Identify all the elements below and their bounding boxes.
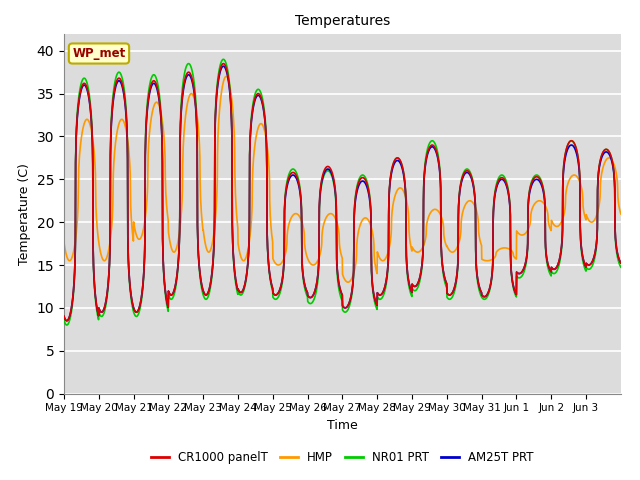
AM25T PRT xyxy=(60,313,68,319)
AM25T PRT xyxy=(511,287,518,293)
AM25T PRT xyxy=(617,260,625,266)
HMP xyxy=(376,256,384,262)
CR1000 panelT xyxy=(609,164,617,170)
HMP xyxy=(511,254,518,260)
CR1000 panelT xyxy=(220,61,227,67)
HMP xyxy=(116,119,124,125)
AM25T PRT xyxy=(376,292,384,298)
Line: AM25T PRT: AM25T PRT xyxy=(64,66,621,321)
CR1000 panelT xyxy=(116,76,124,82)
AM25T PRT xyxy=(236,289,244,295)
CR1000 panelT xyxy=(511,287,518,293)
HMP xyxy=(222,73,230,79)
NR01 PRT xyxy=(617,264,625,270)
CR1000 panelT xyxy=(542,248,550,253)
CR1000 panelT xyxy=(236,289,244,295)
NR01 PRT xyxy=(542,251,550,256)
CR1000 panelT xyxy=(60,313,68,319)
HMP xyxy=(236,251,244,257)
Title: Temperatures: Temperatures xyxy=(295,14,390,28)
AM25T PRT xyxy=(609,166,617,172)
NR01 PRT xyxy=(63,322,71,328)
HMP xyxy=(609,160,617,166)
CR1000 panelT xyxy=(617,260,625,266)
HMP xyxy=(617,211,625,217)
NR01 PRT xyxy=(236,292,244,298)
NR01 PRT xyxy=(220,57,227,62)
CR1000 panelT xyxy=(376,292,384,298)
HMP xyxy=(344,279,352,285)
NR01 PRT xyxy=(511,289,518,295)
AM25T PRT xyxy=(63,318,71,324)
AM25T PRT xyxy=(116,78,124,84)
Line: NR01 PRT: NR01 PRT xyxy=(64,60,621,325)
NR01 PRT xyxy=(116,70,124,75)
Y-axis label: Temperature (C): Temperature (C) xyxy=(18,163,31,264)
HMP xyxy=(542,204,550,210)
Text: WP_met: WP_met xyxy=(72,47,125,60)
Legend: CR1000 panelT, HMP, NR01 PRT, AM25T PRT: CR1000 panelT, HMP, NR01 PRT, AM25T PRT xyxy=(147,446,538,469)
AM25T PRT xyxy=(220,63,227,69)
Line: CR1000 panelT: CR1000 panelT xyxy=(64,64,621,321)
Line: HMP: HMP xyxy=(64,76,621,282)
AM25T PRT xyxy=(542,248,550,254)
NR01 PRT xyxy=(609,165,617,170)
NR01 PRT xyxy=(60,318,68,324)
HMP xyxy=(60,240,68,245)
CR1000 panelT xyxy=(63,318,71,324)
NR01 PRT xyxy=(376,297,384,302)
X-axis label: Time: Time xyxy=(327,419,358,432)
